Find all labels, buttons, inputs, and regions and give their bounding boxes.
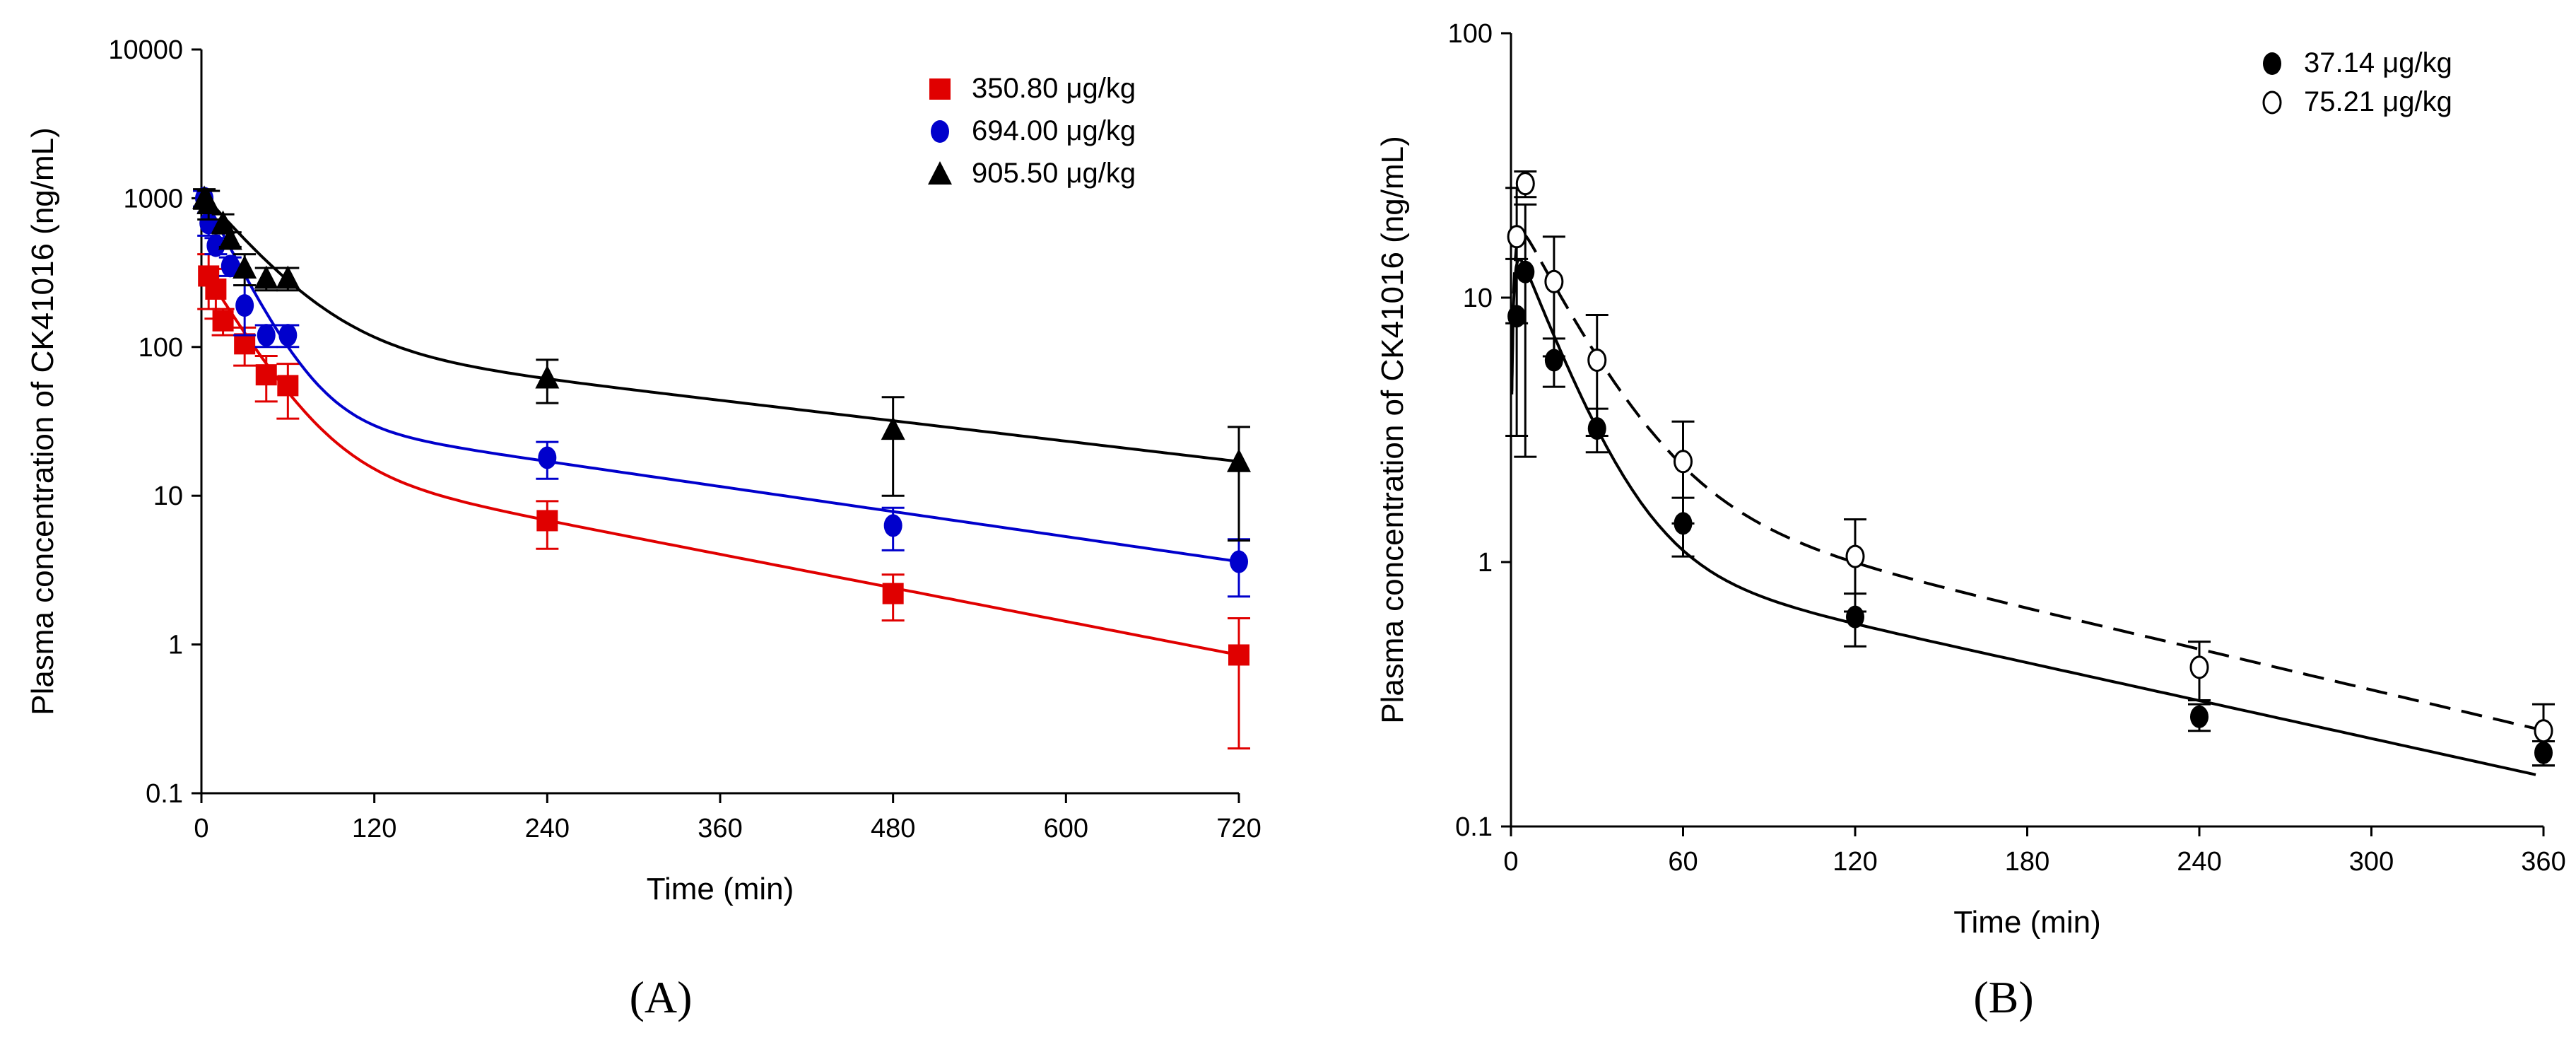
fit-curve: [1510, 231, 2536, 730]
panel-a: [192, 48, 1251, 803]
data-point: [235, 294, 254, 317]
y-axis-title: Plasma concentration of CK41016 (ng/mL): [25, 127, 60, 715]
data-point: [196, 191, 221, 215]
data-point: [1845, 544, 1865, 568]
fit-curve: [200, 191, 1240, 463]
x-tick-label: 120: [352, 814, 396, 843]
x-tick-label: 240: [2177, 847, 2221, 877]
legend-marker: [2262, 90, 2282, 115]
x-axis-title: Time (min): [1953, 905, 2101, 940]
x-tick-label: 0: [194, 814, 208, 843]
data-point: [535, 365, 560, 389]
data-point: [1507, 225, 1527, 249]
y-tick-label: 0.1: [146, 779, 183, 809]
data-point: [536, 510, 558, 532]
y-tick-label: 10000: [108, 35, 183, 65]
data-point: [1228, 644, 1249, 666]
legend-label: 694.00 μg/kg: [972, 115, 1136, 146]
y-tick-label: 1: [1478, 548, 1493, 578]
data-point: [1544, 269, 1564, 293]
x-tick-label: 0: [1503, 847, 1518, 877]
y-tick-label: 1000: [123, 184, 183, 214]
data-point: [257, 324, 276, 347]
x-tick-label: 240: [525, 814, 570, 843]
data-point: [882, 583, 904, 604]
y-tick-label: 100: [139, 333, 183, 363]
fit-curve: [200, 265, 1240, 657]
x-tick-label: 600: [1044, 814, 1088, 843]
panel-b: [1501, 32, 2555, 836]
fit-curve: [200, 191, 1240, 563]
legend-marker: [929, 78, 951, 100]
data-point: [218, 226, 242, 250]
data-point: [254, 265, 278, 289]
data-point: [233, 255, 257, 279]
legend-label: 350.80 μg/kg: [972, 73, 1136, 104]
x-tick-label: 60: [1668, 847, 1698, 877]
data-point: [2189, 655, 2209, 679]
data-point: [1674, 450, 1693, 474]
x-tick-label: 360: [698, 814, 742, 843]
y-axis-title: Plasma concentration of CK41016 (ng/mL): [1375, 136, 1410, 724]
panel-label: (B): [1973, 972, 2033, 1022]
data-point: [234, 333, 256, 355]
x-axis-title: Time (min): [647, 872, 794, 906]
legend-marker: [928, 161, 952, 185]
data-point: [2190, 705, 2209, 728]
x-tick-label: 300: [2349, 847, 2394, 877]
data-point: [212, 310, 234, 332]
data-point: [1515, 172, 1535, 196]
data-point: [255, 364, 277, 386]
x-tick-label: 720: [1216, 814, 1261, 843]
data-point: [1516, 260, 1535, 284]
data-point: [881, 416, 905, 440]
y-tick-label: 1: [168, 631, 183, 660]
data-point: [199, 211, 218, 235]
data-point: [1227, 448, 1251, 472]
data-point: [2534, 719, 2553, 743]
data-point: [277, 375, 299, 397]
data-point: [278, 324, 298, 347]
panel-label: (A): [630, 972, 693, 1022]
data-point: [220, 255, 240, 278]
x-tick-label: 180: [2005, 847, 2049, 877]
legend-label: 75.21 μg/kg: [2304, 86, 2452, 117]
data-point: [538, 446, 557, 469]
data-point: [211, 210, 235, 234]
y-tick-label: 10: [1463, 284, 1493, 313]
data-point: [205, 278, 227, 300]
data-point: [1544, 349, 1563, 372]
x-tick-label: 120: [1833, 847, 1877, 877]
data-point: [1230, 550, 1248, 573]
data-point: [883, 514, 902, 537]
x-tick-label: 480: [871, 814, 915, 843]
data-point: [1587, 348, 1607, 372]
legend-label: 37.14 μg/kg: [2304, 47, 2452, 78]
fit-curve: [1510, 257, 2536, 776]
data-point: [276, 265, 300, 289]
legend-marker: [931, 120, 949, 143]
legend-marker: [2263, 52, 2281, 75]
y-tick-label: 100: [1448, 19, 1493, 49]
data-point: [206, 234, 225, 257]
x-tick-label: 360: [2521, 847, 2565, 877]
y-tick-label: 0.1: [1455, 812, 1493, 842]
y-tick-label: 10: [153, 481, 183, 511]
legend-label: 905.50 μg/kg: [972, 158, 1136, 189]
